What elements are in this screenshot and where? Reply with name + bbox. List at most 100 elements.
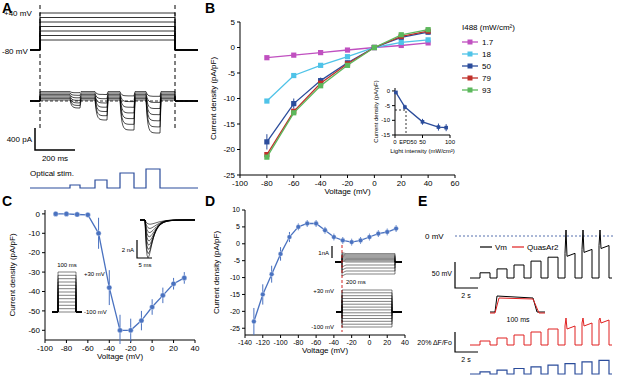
y-tick-label: 0 <box>36 210 41 219</box>
marker <box>296 224 301 229</box>
x-tick <box>293 175 294 178</box>
legend-line <box>480 246 492 247</box>
marker <box>264 98 269 103</box>
marker <box>345 47 350 52</box>
y-tick-label: -5 <box>228 69 236 78</box>
marker <box>75 212 80 217</box>
chart-d: -140-120-100-80-60-40-2002040-25-20-15-1… <box>212 206 409 355</box>
legend-label: QuasAr2 <box>527 243 559 252</box>
scale-bar <box>455 262 478 288</box>
marker <box>372 45 377 50</box>
legend-label: 18 <box>482 50 491 59</box>
marker <box>171 281 176 286</box>
scale-bar <box>35 128 75 150</box>
y-axis <box>395 88 396 135</box>
current-trace <box>335 256 402 262</box>
x-tick <box>405 335 406 338</box>
y-tick <box>242 328 245 329</box>
voltage-step <box>336 312 402 327</box>
marker <box>426 37 431 42</box>
marker <box>345 54 350 59</box>
label: 2 s <box>461 292 471 299</box>
voltage-step <box>30 40 198 50</box>
y-tick-label: -25 <box>223 171 235 180</box>
voltage-step <box>30 27 198 51</box>
series-line <box>267 40 428 101</box>
zero-line <box>30 101 198 102</box>
legend-marker <box>468 40 473 45</box>
marker <box>394 91 398 95</box>
marker <box>314 221 319 226</box>
x-axis-label: Voltage (mV) <box>302 346 349 355</box>
label: 200 ms <box>42 154 68 163</box>
y-tick-label: -10 <box>230 274 240 281</box>
data-area <box>53 211 187 344</box>
x-tick-label: -80 <box>293 339 303 346</box>
y-tick <box>237 175 240 176</box>
voltage-step <box>52 292 82 312</box>
epoch-marker <box>175 5 176 128</box>
zero-mv-line <box>455 236 615 237</box>
legend-line <box>512 246 524 247</box>
x-tick <box>45 340 46 343</box>
marker <box>291 53 296 58</box>
stim-trace <box>470 360 612 374</box>
current-trace <box>140 220 195 245</box>
y-tick <box>242 226 245 227</box>
legend-marker <box>468 76 473 81</box>
marker <box>96 231 101 236</box>
scale-bar <box>137 240 152 258</box>
y-tick <box>242 243 245 244</box>
x-axis <box>245 335 405 336</box>
marker <box>367 235 372 240</box>
current-trace <box>140 220 195 241</box>
y-tick-label: -15 <box>381 132 390 138</box>
y-tick <box>42 252 45 253</box>
panel-letter: E <box>418 193 427 209</box>
fluorescence-trace <box>470 318 612 345</box>
y-tick-label: 0 <box>236 240 240 247</box>
marker <box>291 101 296 106</box>
x-tick-label: -100 <box>274 339 288 346</box>
y-tick-label: -40 <box>28 287 40 296</box>
label: 400 pA <box>7 135 33 144</box>
label: +30 mV <box>313 288 334 294</box>
legend-marker <box>468 88 473 93</box>
current-trace <box>335 261 402 262</box>
current-trace <box>140 220 195 254</box>
x-tick <box>369 335 370 338</box>
marker <box>372 45 377 50</box>
marker <box>139 318 144 323</box>
legend: I488 (mW/cm²)1.718507993 <box>462 23 515 95</box>
vm-trace <box>470 230 612 278</box>
y-tick <box>242 260 245 261</box>
x-tick <box>347 175 348 178</box>
label: -100 mV <box>84 309 107 315</box>
x-tick <box>87 340 88 343</box>
series-line <box>267 31 428 154</box>
label: 5 ms <box>138 262 151 268</box>
legend-label: Vm <box>495 243 507 252</box>
label: +30 mV <box>84 271 105 277</box>
voltage-step <box>52 272 82 312</box>
y-tick <box>42 330 45 331</box>
marker <box>331 235 336 240</box>
marker <box>340 238 345 243</box>
marker <box>399 32 404 37</box>
x-tick-label: -60 <box>288 179 300 188</box>
x-tick <box>245 335 246 338</box>
x-tick <box>428 175 429 178</box>
x-tick <box>387 335 388 338</box>
current-trace <box>30 100 198 133</box>
y-tick-label: -20 <box>28 248 40 257</box>
epd50-guide <box>395 110 406 135</box>
marker <box>264 55 269 60</box>
legend-label: 79 <box>482 74 491 83</box>
label: 100 ms <box>57 262 77 268</box>
voltage-step <box>52 309 82 312</box>
y-tick <box>42 213 45 214</box>
y-axis <box>245 210 246 335</box>
marker <box>264 155 269 160</box>
marker <box>287 235 292 240</box>
x-tick <box>66 340 67 343</box>
